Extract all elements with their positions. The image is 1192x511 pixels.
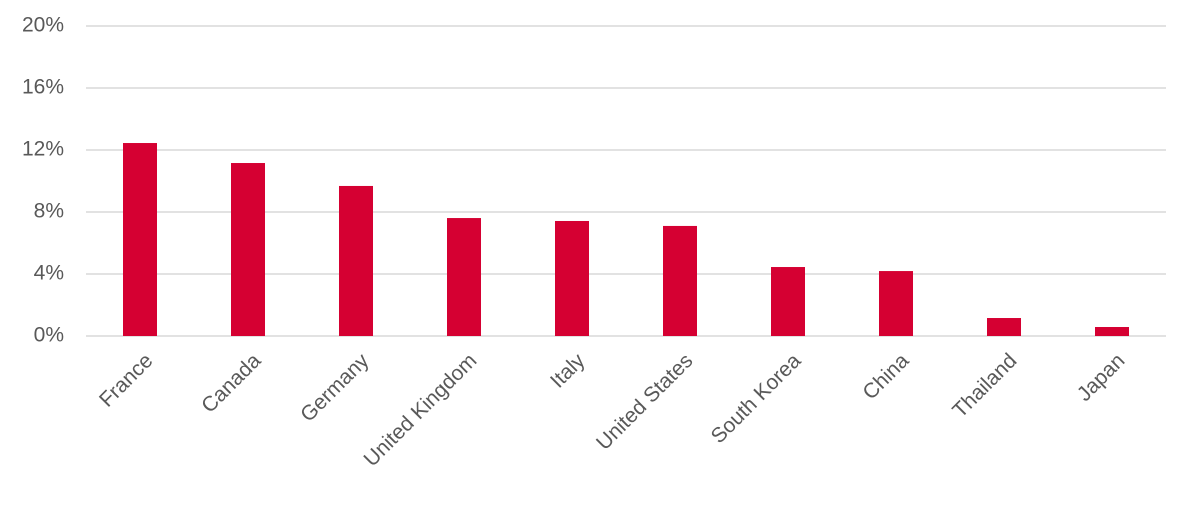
bar — [987, 318, 1021, 336]
x-tick-label: France — [95, 349, 157, 411]
bar — [1095, 327, 1129, 336]
bar — [339, 185, 373, 336]
bar — [447, 218, 481, 336]
x-tick-label: United States — [592, 349, 697, 454]
bar — [771, 267, 805, 336]
y-tick-label: 12% — [22, 138, 64, 161]
x-tick-label: Japan — [1073, 349, 1130, 406]
y-tick-label: 0% — [34, 324, 64, 347]
y-tick-label: 20% — [22, 14, 64, 37]
y-tick-label: 8% — [34, 200, 64, 223]
x-tick-label: Thailand — [948, 349, 1021, 422]
x-tick-label: United Kingdom — [360, 349, 482, 471]
y-tick-label: 16% — [22, 76, 64, 99]
bar — [879, 271, 913, 336]
x-tick-label: Canada — [197, 349, 266, 418]
y-tick-label: 4% — [34, 262, 64, 285]
x-tick-label: Italy — [546, 349, 590, 393]
bar — [555, 220, 589, 336]
x-tick-label: South Korea — [707, 349, 806, 448]
x-tick-label: China — [858, 349, 913, 404]
bar — [231, 163, 265, 336]
bar — [663, 225, 697, 336]
bar — [123, 143, 157, 336]
x-tick-label: Germany — [296, 349, 374, 427]
